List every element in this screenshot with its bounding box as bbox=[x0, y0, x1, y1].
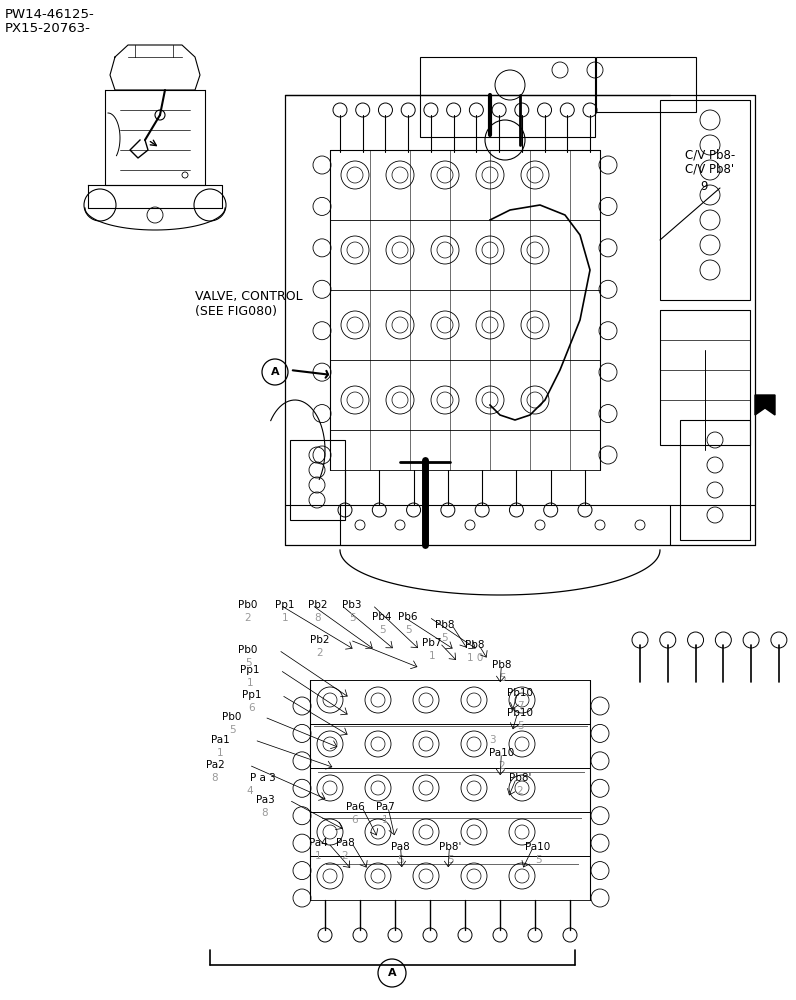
Bar bbox=[420, 57, 595, 137]
Text: 6: 6 bbox=[248, 703, 256, 713]
Text: 5: 5 bbox=[228, 725, 236, 735]
Text: VALVE, CONTROL: VALVE, CONTROL bbox=[195, 290, 302, 303]
Text: Pb2: Pb2 bbox=[308, 600, 328, 610]
Bar bbox=[310, 812, 590, 856]
Bar bbox=[660, 310, 750, 445]
Text: 1: 1 bbox=[282, 613, 288, 623]
Text: 8: 8 bbox=[212, 773, 218, 783]
Text: Pb7: Pb7 bbox=[422, 638, 442, 648]
Text: Pa1: Pa1 bbox=[211, 735, 229, 745]
Text: Pp1: Pp1 bbox=[275, 600, 295, 610]
Text: 5: 5 bbox=[517, 721, 523, 731]
Text: 5: 5 bbox=[535, 855, 541, 865]
Text: 1: 1 bbox=[217, 748, 224, 758]
Bar bbox=[310, 856, 590, 900]
Bar bbox=[290, 440, 345, 520]
Bar bbox=[596, 57, 696, 112]
Text: Pa10: Pa10 bbox=[490, 748, 515, 758]
Text: Pa6: Pa6 bbox=[345, 802, 365, 812]
Text: 2: 2 bbox=[317, 648, 323, 658]
Text: Pa8: Pa8 bbox=[336, 838, 354, 848]
Text: 5: 5 bbox=[244, 658, 252, 668]
Text: 5: 5 bbox=[396, 855, 404, 865]
Text: 2: 2 bbox=[517, 786, 523, 796]
Text: Pb10: Pb10 bbox=[507, 688, 533, 698]
Text: Pp1: Pp1 bbox=[242, 690, 262, 700]
Text: 4: 4 bbox=[247, 786, 253, 796]
Text: Pb10: Pb10 bbox=[507, 708, 533, 718]
Text: Pb3: Pb3 bbox=[342, 600, 361, 610]
Text: Pb4: Pb4 bbox=[373, 612, 392, 622]
Text: P a 3: P a 3 bbox=[250, 773, 275, 783]
Text: 2: 2 bbox=[244, 613, 252, 623]
Text: 5: 5 bbox=[442, 633, 448, 643]
Text: C/V Pb8-: C/V Pb8- bbox=[685, 148, 736, 161]
Text: Pa8: Pa8 bbox=[391, 842, 409, 852]
Text: 1: 1 bbox=[429, 651, 435, 661]
Bar bbox=[680, 420, 750, 540]
Text: 1 0: 1 0 bbox=[466, 653, 483, 663]
Text: Pb2: Pb2 bbox=[310, 635, 330, 645]
Text: PX15-20763-: PX15-20763- bbox=[5, 22, 91, 35]
Text: Pa10: Pa10 bbox=[525, 842, 551, 852]
Text: Pb8': Pb8' bbox=[509, 773, 531, 783]
Text: A: A bbox=[271, 367, 279, 377]
Text: Pp1: Pp1 bbox=[240, 665, 259, 675]
Bar bbox=[660, 100, 750, 300]
Bar bbox=[310, 768, 590, 812]
Text: 3: 3 bbox=[489, 735, 495, 745]
Text: Pb8': Pb8' bbox=[439, 842, 461, 852]
Text: A: A bbox=[388, 968, 396, 978]
Text: Pb0: Pb0 bbox=[238, 600, 258, 610]
Text: Pb0: Pb0 bbox=[222, 712, 242, 722]
Text: 1: 1 bbox=[382, 815, 388, 825]
Text: 5: 5 bbox=[447, 855, 453, 865]
Text: 2: 2 bbox=[341, 851, 349, 861]
Text: (SEE FIG080): (SEE FIG080) bbox=[195, 305, 277, 318]
Text: 6: 6 bbox=[352, 815, 358, 825]
Text: 8: 8 bbox=[314, 613, 322, 623]
Text: Pb8: Pb8 bbox=[435, 620, 455, 630]
Text: 5: 5 bbox=[404, 625, 412, 635]
Text: Pa7: Pa7 bbox=[376, 802, 394, 812]
Polygon shape bbox=[755, 395, 775, 415]
Text: Pb0: Pb0 bbox=[238, 645, 258, 655]
Text: 9: 9 bbox=[700, 180, 708, 193]
Text: PW14-46125-: PW14-46125- bbox=[5, 8, 95, 21]
Text: 2: 2 bbox=[498, 761, 505, 771]
Text: 8: 8 bbox=[262, 808, 268, 818]
Bar bbox=[310, 680, 590, 724]
Text: 5: 5 bbox=[379, 625, 385, 635]
Text: Pa2: Pa2 bbox=[205, 760, 224, 770]
Text: Pa3: Pa3 bbox=[256, 795, 275, 805]
Text: C/V Pb8': C/V Pb8' bbox=[685, 162, 734, 175]
Text: Pb6: Pb6 bbox=[398, 612, 418, 622]
Text: 5: 5 bbox=[349, 613, 355, 623]
Text: 5: 5 bbox=[498, 673, 505, 683]
Text: 7: 7 bbox=[517, 701, 523, 711]
Text: 1: 1 bbox=[247, 678, 253, 688]
Text: Pb8: Pb8 bbox=[492, 660, 512, 670]
Text: Pa4: Pa4 bbox=[309, 838, 327, 848]
Bar bbox=[310, 724, 590, 768]
Text: Pb8: Pb8 bbox=[465, 640, 485, 650]
Text: 1: 1 bbox=[314, 851, 322, 861]
